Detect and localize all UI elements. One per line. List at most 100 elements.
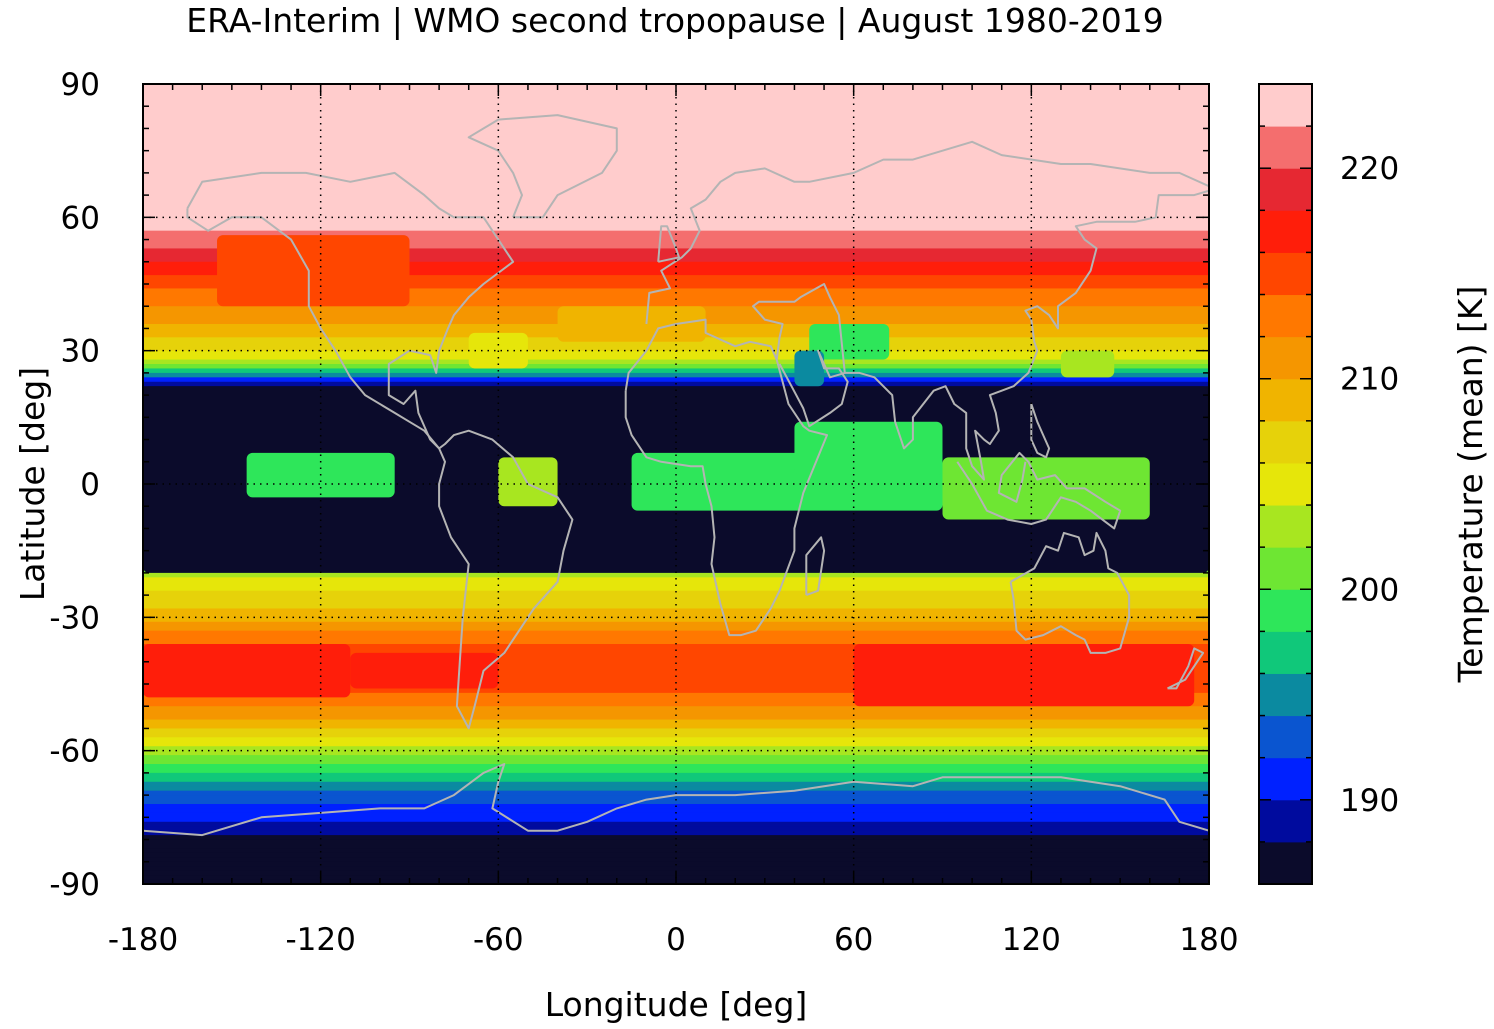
colorbar-level: [1259, 589, 1312, 632]
temperature-patch: [172, 172, 232, 209]
x-tick-label: 0: [666, 922, 686, 958]
temperature-band: [143, 857, 1209, 863]
temperature-band: [143, 204, 1209, 210]
temperature-band: [143, 190, 1209, 196]
colorbar-level: [1259, 841, 1312, 885]
temperature-band: [143, 728, 1209, 734]
temperature-band: [143, 781, 1209, 787]
temperature-band: [143, 150, 1209, 156]
temperature-band: [143, 715, 1209, 721]
temperature-band: [143, 626, 1209, 632]
y-tick-label: -90: [49, 867, 100, 903]
temperature-patch: [1060, 350, 1115, 378]
temperature-band: [143, 835, 1209, 841]
temperature-patch: [557, 306, 706, 342]
colorbar-frame: [1258, 83, 1313, 885]
temperature-band: [143, 586, 1209, 592]
temperature-band: [143, 372, 1209, 378]
temperature-band: [143, 684, 1209, 690]
temperature-band: [143, 221, 1209, 227]
coastline: [186, 208, 440, 450]
map-plot-area: [143, 84, 1209, 884]
colorbar-tick-label: 200: [1340, 572, 1399, 608]
temperature-band: [143, 599, 1209, 605]
temperature-band: [143, 724, 1209, 730]
coastline: [624, 318, 828, 637]
temperature-band: [143, 230, 1209, 236]
temperature-band: [143, 830, 1209, 836]
x-tick-labels: -180 -120 -60 0 60 120 180: [108, 922, 1239, 958]
temperature-band: [143, 146, 1209, 152]
temperature-band: [143, 577, 1209, 583]
temperature-band: [143, 350, 1209, 356]
temperature-patch: [853, 644, 1195, 707]
temperature-band: [143, 617, 1209, 623]
coastline: [645, 140, 1209, 325]
temperature-band: [143, 799, 1209, 805]
temperature-band: [143, 208, 1209, 214]
colorbar-label: Temperature (mean) [K]: [1451, 286, 1490, 684]
colorbar-level: [1259, 210, 1312, 253]
temperature-band: [143, 288, 1209, 294]
temperature-band: [143, 195, 1209, 201]
colorbar-level: [1259, 547, 1312, 590]
x-tick-label: 60: [834, 922, 873, 958]
temperature-band: [143, 812, 1209, 818]
temperature-band: [143, 572, 1209, 578]
temperature-band: [143, 292, 1209, 298]
temperature-band: [143, 768, 1209, 774]
temperature-band: [143, 164, 1209, 170]
temperature-band: [143, 808, 1209, 814]
colorbar-level: [1259, 420, 1312, 464]
temperature-band: [143, 639, 1209, 645]
temperature-patch: [350, 652, 499, 689]
colorbar-tick-label: 220: [1340, 151, 1399, 187]
temperature-band: [143, 786, 1209, 792]
temperature-band: [143, 279, 1209, 285]
temperature-band: [143, 604, 1209, 610]
temperature-band: [143, 141, 1209, 147]
coastline: [657, 225, 680, 263]
map-title: ERA-Interim | WMO second tropopause | Au…: [186, 1, 1163, 40]
temperature-band: [143, 821, 1209, 827]
colorbar-level: [1259, 715, 1312, 759]
x-tick-label: 180: [1179, 922, 1238, 958]
temperature-band: [143, 106, 1209, 112]
temperature-band: [143, 750, 1209, 756]
temperature-band: [143, 852, 1209, 858]
temperature-band: [143, 168, 1209, 174]
colorbar-level: [1259, 631, 1312, 674]
coastline: [805, 536, 826, 597]
temperature-patch: [809, 324, 890, 360]
temperature-patch: [794, 421, 943, 476]
temperature-band: [143, 110, 1209, 116]
temperature-band: [143, 581, 1209, 587]
temperature-band: [143, 359, 1209, 365]
temperature-band: [143, 826, 1209, 832]
temperature-band: [143, 235, 1209, 241]
temperature-band: [143, 346, 1209, 352]
colorbar-level: [1259, 462, 1312, 506]
temperature-band: [143, 839, 1209, 845]
temperature-band: [143, 746, 1209, 752]
temperature-band: [143, 661, 1209, 667]
y-tick-label: 30: [61, 334, 100, 370]
colorbar-level: [1259, 799, 1312, 843]
colorbar-level: [1259, 252, 1312, 296]
x-axis-label: Longitude [deg]: [545, 985, 808, 1024]
temperature-band: [143, 759, 1209, 765]
temperature-band: [143, 252, 1209, 258]
temperature-band: [143, 701, 1209, 707]
temperature-band: [143, 275, 1209, 281]
y-axis-label: Latitude [deg]: [13, 367, 52, 601]
temperature-band: [143, 137, 1209, 143]
temperature-band: [143, 844, 1209, 850]
temperature-band: [143, 795, 1209, 801]
colorbar: [1259, 84, 1312, 885]
colorbar-level: [1259, 294, 1312, 338]
temperature-patch: [942, 457, 1150, 520]
colorbar-level: [1259, 126, 1312, 169]
temperature-band: [143, 848, 1209, 854]
coastline: [1167, 647, 1205, 690]
